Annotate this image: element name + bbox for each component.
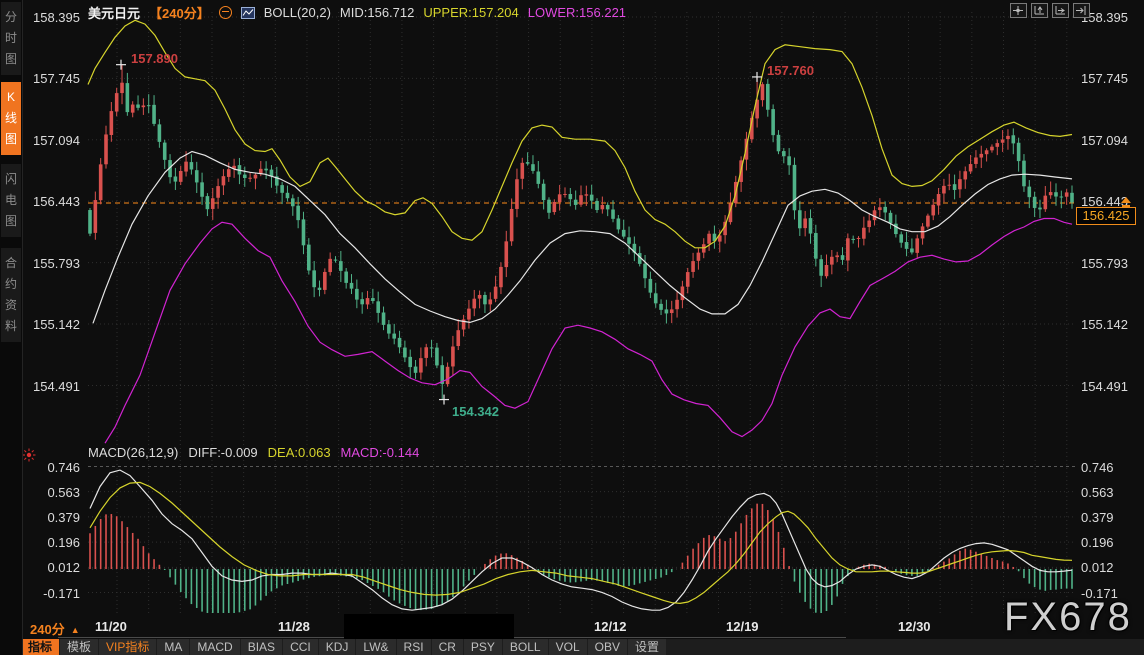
toolbar-item-RSI[interactable]: RSI — [397, 639, 431, 655]
price-axis-label: 157.094 — [1081, 133, 1141, 148]
interval-label[interactable]: 【240分】 — [149, 3, 210, 22]
price-axis-label: 158.395 — [1081, 10, 1141, 25]
sidebar-tab-4[interactable]: 合 约 资 料 — [1, 248, 21, 342]
crosshair-tool-icon[interactable] — [1010, 3, 1027, 18]
date-label: 12/30 — [898, 619, 931, 634]
price-axis-label: 156.443 — [24, 194, 80, 209]
chart-tools — [1010, 3, 1090, 18]
alarm-icon[interactable] — [22, 448, 36, 462]
watermark: FX678 — [1004, 595, 1132, 640]
price-annotation: 154.342 — [452, 404, 499, 419]
toolbar-item-CCI[interactable]: CCI — [283, 639, 318, 655]
left-sidebar: 分 时 图 K 线 图闪 电 图合 约 资 料 — [0, 0, 23, 655]
toolbar-item-模板[interactable]: 模板 — [60, 639, 98, 655]
toolbar-item-BOLL[interactable]: BOLL — [503, 639, 548, 655]
goto-latest-icon[interactable] — [1073, 3, 1090, 18]
boll-mid-value: MID:156.712 — [340, 5, 414, 20]
price-axis-label: 158.395 — [24, 10, 80, 25]
toolbar-item-LW&[interactable]: LW& — [356, 639, 395, 655]
price-axis-label: 155.142 — [1081, 317, 1141, 332]
price-axis-label: 155.793 — [1081, 256, 1141, 271]
date-label: 11/20 — [95, 619, 127, 634]
chart-app-window: 分 时 图 K 线 图闪 电 图合 约 资 料 美元日元 【240分】 BOLL(… — [0, 0, 1144, 655]
toolbar-item-CR[interactable]: CR — [432, 639, 463, 655]
date-label: 12/12 — [594, 619, 627, 634]
toolbar-item-KDJ[interactable]: KDJ — [319, 639, 356, 655]
fit-vertical-icon[interactable] — [1031, 3, 1048, 18]
macd-axis-label: 0.746 — [1081, 460, 1141, 475]
macd-axis-label: 0.012 — [1081, 560, 1141, 575]
collapse-icon[interactable] — [219, 6, 232, 19]
toolbar-item-设置[interactable]: 设置 — [628, 639, 666, 655]
macd-axis-label: 0.196 — [1081, 535, 1141, 550]
macd-diff-value: DIFF:-0.009 — [188, 445, 257, 460]
toolbar-item-VIP指标[interactable]: VIP指标 — [99, 639, 156, 655]
macd-axis-label: 0.379 — [24, 510, 80, 525]
macd-dea-value: DEA:0.063 — [268, 445, 331, 460]
price-axis-label: 157.094 — [24, 133, 80, 148]
toolbar-item-BIAS[interactable]: BIAS — [241, 639, 282, 655]
chevron-up-icon: ▲ — [71, 625, 80, 635]
macd-axis-label: -0.171 — [24, 586, 80, 601]
toolbar-item-指标[interactable]: 指标 — [21, 639, 59, 655]
macd-macd-value: MACD:-0.144 — [341, 445, 420, 460]
macd-axis-label: 0.196 — [24, 535, 80, 550]
chart-canvas[interactable] — [0, 0, 1144, 655]
price-annotation: 157.760 — [767, 63, 814, 78]
price-axis-label: 155.793 — [24, 256, 80, 271]
macd-header: MACD(26,12,9) DIFF:-0.009 DEA:0.063 MACD… — [88, 445, 419, 460]
toolbar-item-VOL[interactable]: VOL — [549, 639, 587, 655]
sidebar-tab-1[interactable]: 分 时 图 — [1, 2, 21, 75]
price-axis-label: 155.142 — [24, 317, 80, 332]
toolbar-item-PSY[interactable]: PSY — [464, 639, 502, 655]
date-label: 12/19 — [726, 619, 759, 634]
date-label: 11/28 — [278, 619, 310, 634]
macd-axis-label: 0.563 — [24, 485, 80, 500]
period-selector[interactable]: 240分▲ — [30, 619, 80, 638]
scroll-to-latest-icon[interactable] — [1120, 197, 1132, 208]
price-axis-label: 157.745 — [1081, 71, 1141, 86]
bottom-toolbar: 指标模板VIP指标MAMACDBIASCCIKDJLW&RSICRPSYBOLL… — [21, 639, 666, 655]
redaction-box — [344, 614, 514, 639]
price-annotation: 157.890 — [131, 51, 178, 66]
boll-upper-value: UPPER:157.204 — [423, 5, 518, 20]
toolbar-item-MA[interactable]: MA — [157, 639, 189, 655]
macd-axis-label: 0.563 — [1081, 485, 1141, 500]
boll-lower-value: LOWER:156.221 — [528, 5, 626, 20]
sidebar-tab-3[interactable]: 闪 电 图 — [1, 164, 21, 237]
sidebar-tab-2[interactable]: K 线 图 — [1, 82, 21, 155]
symbol-name: 美元日元 — [88, 3, 140, 22]
macd-axis-label: 0.379 — [1081, 510, 1141, 525]
main-chart-header: 美元日元 【240分】 BOLL(20,2) MID:156.712 UPPER… — [88, 3, 626, 22]
boll-indicator-label: BOLL(20,2) — [264, 5, 331, 20]
macd-indicator-label: MACD(26,12,9) — [88, 445, 178, 460]
toolbar-item-MACD[interactable]: MACD — [190, 639, 239, 655]
fit-horizontal-icon[interactable] — [1052, 3, 1069, 18]
price-axis-label: 154.491 — [24, 379, 80, 394]
price-axis-label: 154.491 — [1081, 379, 1141, 394]
toolbar-item-OBV[interactable]: OBV — [588, 639, 627, 655]
current-price-tag: 156.425 — [1076, 207, 1136, 225]
macd-axis-label: 0.012 — [24, 560, 80, 575]
chart-type-icon[interactable] — [241, 7, 255, 19]
price-axis-label: 157.745 — [24, 71, 80, 86]
